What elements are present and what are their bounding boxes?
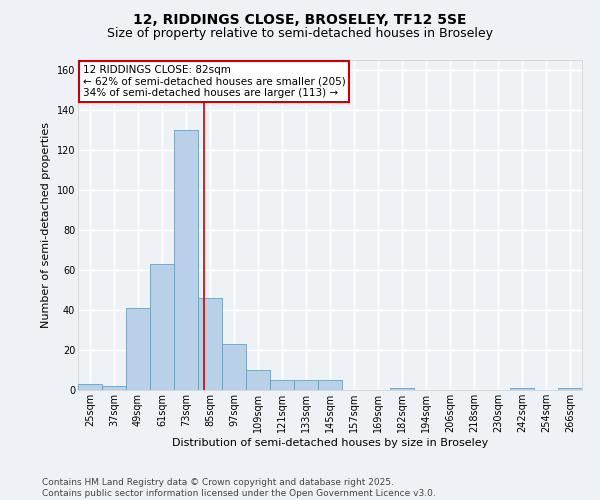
Bar [318, 380, 342, 390]
Bar [78, 384, 102, 390]
Bar [126, 308, 150, 390]
Bar [510, 388, 534, 390]
Y-axis label: Number of semi-detached properties: Number of semi-detached properties [41, 122, 51, 328]
Text: Contains HM Land Registry data © Crown copyright and database right 2025.
Contai: Contains HM Land Registry data © Crown c… [42, 478, 436, 498]
Bar [390, 388, 414, 390]
Bar [270, 380, 294, 390]
Bar [198, 298, 222, 390]
Bar [102, 386, 126, 390]
Text: 12 RIDDINGS CLOSE: 82sqm
← 62% of semi-detached houses are smaller (205)
34% of : 12 RIDDINGS CLOSE: 82sqm ← 62% of semi-d… [83, 65, 346, 98]
Bar [558, 388, 582, 390]
Bar [294, 380, 318, 390]
X-axis label: Distribution of semi-detached houses by size in Broseley: Distribution of semi-detached houses by … [172, 438, 488, 448]
Bar [246, 370, 270, 390]
Text: Size of property relative to semi-detached houses in Broseley: Size of property relative to semi-detach… [107, 28, 493, 40]
Text: 12, RIDDINGS CLOSE, BROSELEY, TF12 5SE: 12, RIDDINGS CLOSE, BROSELEY, TF12 5SE [133, 12, 467, 26]
Bar [222, 344, 246, 390]
Bar [150, 264, 174, 390]
Bar [174, 130, 198, 390]
